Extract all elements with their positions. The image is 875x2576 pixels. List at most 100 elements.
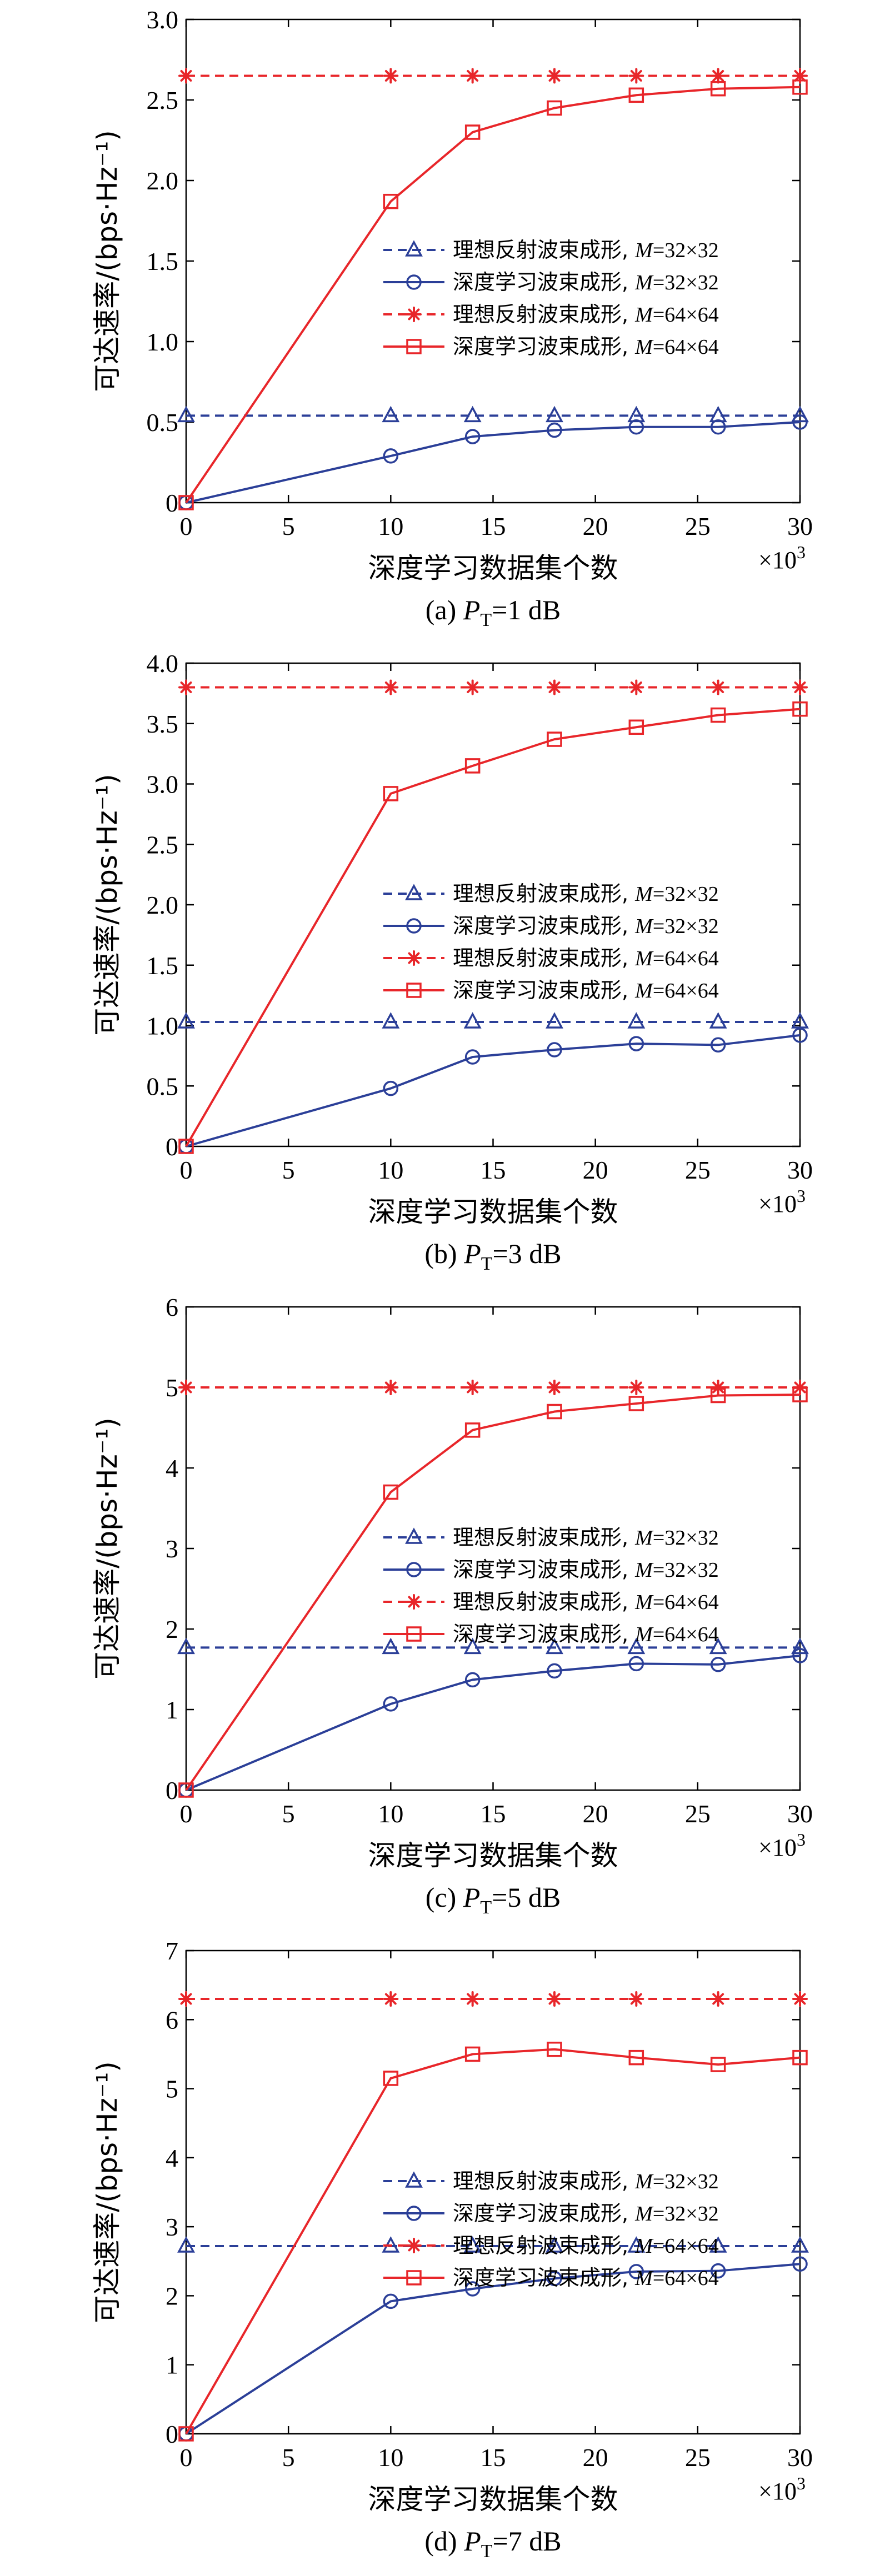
data-point — [464, 679, 481, 695]
data-point — [177, 405, 195, 423]
caption-symbol: P — [463, 1238, 481, 1269]
data-point — [178, 68, 194, 84]
x-multiplier: ×103 — [758, 1830, 806, 1861]
legend-name: 深度学习波束成形, — [453, 270, 635, 294]
data-point — [464, 1672, 481, 1688]
legend-name: 理想反射波束成形, — [453, 946, 635, 970]
legend-item: 理想反射波束成形, M=64×64 — [383, 302, 719, 327]
x-tick-label: 30 — [787, 2443, 813, 2472]
y-tick-label: 2 — [166, 1615, 178, 1643]
legend-marker — [406, 983, 422, 998]
legend-name: 理想反射波束成形, — [453, 1525, 635, 1550]
data-point — [709, 2236, 727, 2253]
legend-var: M — [634, 1526, 654, 1550]
data-point — [464, 1380, 481, 1395]
x-tick-label: 20 — [583, 1156, 608, 1184]
legend-label: 理想反射波束成形, M=32×32 — [453, 881, 719, 906]
chart-svg: 0 5 10 15 20 25 30 0 0.5 1.0 1.5 2.0 2.5 3.0 理想反射波束成形,… — [91, 6, 813, 630]
data-point — [464, 124, 481, 140]
data-point — [628, 1380, 644, 1395]
legend-dims: =64×64 — [653, 335, 719, 359]
legend-label: 深度学习波束成形, M=64×64 — [453, 334, 719, 359]
y-tick-label: 4 — [166, 1454, 178, 1482]
legend-marker — [406, 307, 422, 322]
x-tick-label: 25 — [685, 512, 711, 540]
y-axis-title: 可达速率/(bps·Hz⁻¹) — [91, 130, 123, 392]
data-point — [710, 68, 726, 84]
y-tick-label: 0 — [166, 1776, 178, 1805]
data-point — [547, 1042, 562, 1058]
chart-panel: 0 5 10 15 20 25 30 0 1 2 3 4 5 6 7 理想反射波束成形, M=32×32 深度学… — [0, 1931, 875, 2575]
legend-marker — [405, 884, 423, 900]
x-tick-label: 5 — [282, 1800, 295, 1828]
data-point — [383, 1696, 399, 1712]
legend-dims: =32×32 — [653, 239, 719, 262]
legend-name: 深度学习波束成形, — [453, 334, 635, 359]
data-point — [464, 429, 481, 444]
y-tick-label: 1.0 — [147, 1012, 179, 1040]
legend-label: 理想反射波束成形, M=64×64 — [453, 1590, 719, 1614]
caption-prefix: (c) — [426, 1882, 463, 1913]
legend-label: 理想反射波束成形, M=32×32 — [453, 238, 719, 262]
data-point — [463, 1637, 482, 1655]
data-point — [464, 758, 481, 774]
legend-var: M — [634, 1623, 654, 1646]
data-point — [547, 679, 562, 695]
legend-marker — [405, 240, 423, 257]
caption-prefix: (d) — [424, 2525, 464, 2557]
y-tick-label: 0.5 — [147, 1072, 179, 1100]
y-tick-label: 0 — [166, 1132, 178, 1161]
x-axis-title: 深度学习数据集个数 — [368, 1840, 618, 1872]
x-tick-label: 10 — [378, 512, 403, 540]
legend-dims: =64×64 — [653, 947, 719, 970]
chart-panel: 0 5 10 15 20 25 30 0 0.5 1.0 1.5 2.0 2.5 3.0 理想反射波束成形,… — [0, 0, 875, 644]
x-multiplier: ×103 — [758, 2473, 806, 2505]
legend-dims: =64×64 — [653, 2267, 719, 2290]
legend-marker — [406, 339, 422, 354]
data-point — [547, 1404, 562, 1420]
data-point — [383, 448, 399, 464]
x-tick-label: 30 — [787, 512, 813, 540]
legend-marker — [405, 1527, 423, 1544]
y-tick-label: 1.0 — [147, 328, 179, 356]
data-point — [710, 707, 726, 723]
legend-name: 理想反射波束成形, — [453, 238, 635, 262]
data-point — [178, 1991, 194, 2007]
x-axis-title: 深度学习数据集个数 — [368, 1196, 618, 1228]
series-line — [185, 86, 801, 504]
y-tick-label: 3.0 — [147, 6, 179, 34]
data-point — [791, 1637, 809, 1655]
series-group — [177, 1637, 809, 1655]
data-point — [178, 1782, 194, 1798]
legend-dims: =32×32 — [653, 2202, 719, 2226]
caption-suffix: =7 dB — [493, 2525, 562, 2557]
legend-dims: =32×32 — [653, 915, 719, 938]
data-point — [628, 1991, 644, 2007]
series-line — [186, 1034, 801, 1147]
legend-label: 深度学习波束成形, M=32×32 — [453, 2201, 719, 2226]
data-point — [628, 68, 644, 84]
series-line — [186, 1654, 801, 1791]
data-point — [628, 1656, 644, 1672]
caption-prefix: (b) — [424, 1238, 464, 1269]
legend-name: 深度学习波束成形, — [453, 2201, 635, 2226]
data-point — [464, 68, 481, 84]
x-axis-title: 深度学习数据集个数 — [368, 2483, 618, 2515]
data-point — [628, 719, 644, 735]
data-point — [792, 414, 808, 430]
data-point — [383, 679, 399, 695]
x-multiplier: ×103 — [758, 542, 806, 574]
data-point — [547, 100, 562, 116]
data-point — [791, 2236, 809, 2253]
data-point — [792, 1028, 808, 1043]
data-point — [463, 405, 482, 423]
data-point — [628, 679, 644, 695]
data-point — [627, 1637, 646, 1655]
legend-dims: =32×32 — [653, 1558, 719, 1582]
data-point — [628, 87, 644, 103]
y-tick-label: 0.5 — [147, 408, 179, 437]
legend-label: 深度学习波束成形, M=32×32 — [453, 270, 719, 294]
